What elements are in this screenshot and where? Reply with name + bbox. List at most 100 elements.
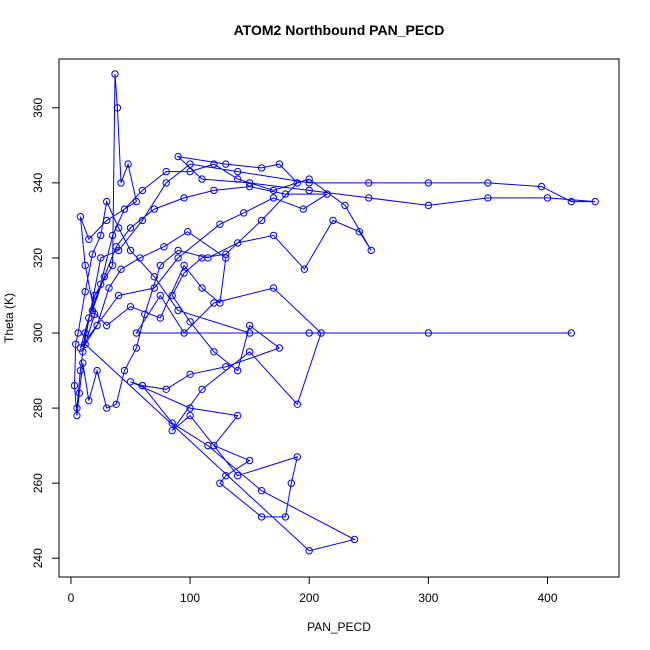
data-point <box>180 194 188 202</box>
y-tick-label: 260 <box>31 473 45 493</box>
data-point <box>180 261 188 270</box>
data-point <box>138 186 147 195</box>
series-line <box>73 73 596 552</box>
plot-frame <box>58 58 620 578</box>
data-point <box>424 329 433 337</box>
data-point <box>156 261 165 270</box>
data-point <box>198 284 206 292</box>
data-point <box>198 385 206 393</box>
data-point <box>234 175 242 183</box>
data-point <box>156 314 165 322</box>
data-point <box>138 216 147 225</box>
data-point <box>168 419 176 427</box>
data-point <box>350 535 359 544</box>
data-point <box>300 265 309 273</box>
data-point <box>76 213 85 221</box>
data-point <box>85 235 93 243</box>
data-point <box>162 167 170 176</box>
data-point <box>100 273 109 281</box>
data-point <box>222 250 230 258</box>
data-point <box>424 179 433 187</box>
data-point <box>73 404 81 412</box>
data-point <box>299 205 307 213</box>
data-point <box>186 411 194 420</box>
data-point <box>186 318 194 326</box>
data-point <box>198 175 206 183</box>
data-point <box>174 152 182 161</box>
data-point <box>81 340 89 348</box>
data-point <box>245 329 254 337</box>
data-point <box>367 246 375 255</box>
data-point <box>365 179 373 187</box>
data-point <box>103 216 111 225</box>
data-point <box>234 472 242 480</box>
data-point <box>281 190 290 198</box>
x-axis-label: PAN_PECD <box>307 620 371 634</box>
data-point <box>150 205 159 213</box>
data-point <box>186 160 194 168</box>
data-point <box>305 547 313 555</box>
data-point <box>484 194 492 202</box>
x-tick-label: 300 <box>418 591 438 605</box>
data-point <box>275 160 284 168</box>
data-point <box>79 359 87 367</box>
data-point <box>245 456 254 465</box>
data-point <box>108 231 117 240</box>
data-point <box>245 348 254 356</box>
data-point <box>81 329 89 337</box>
data-point <box>174 254 182 262</box>
y-tick-label: 300 <box>31 323 45 343</box>
data-point <box>150 284 159 292</box>
chart-title: ATOM2 Northbound PAN_PECD <box>234 22 445 38</box>
data-point <box>111 70 119 78</box>
x-tick-label: 0 <box>68 591 75 605</box>
data-point <box>85 396 93 405</box>
data-point <box>240 209 248 217</box>
data-point <box>210 186 218 195</box>
data-point <box>257 513 266 521</box>
data-point <box>91 310 99 318</box>
data-point <box>124 160 132 168</box>
data-point <box>281 513 290 521</box>
data-point <box>543 194 552 202</box>
data-point <box>70 381 79 390</box>
data-point <box>210 348 218 356</box>
data-point <box>245 321 254 330</box>
data-point <box>114 291 123 300</box>
data-point <box>355 228 363 236</box>
data-point <box>117 179 125 187</box>
data-point <box>141 310 149 318</box>
data-point <box>234 239 242 247</box>
data-point <box>216 299 224 307</box>
x-tick-label: 400 <box>537 591 557 605</box>
data-point <box>216 479 224 487</box>
data-point <box>160 243 168 251</box>
data-point <box>341 201 349 210</box>
data-point <box>150 273 159 281</box>
data-point <box>88 306 97 315</box>
y-tick-label: 240 <box>31 548 45 568</box>
data-point <box>222 363 230 371</box>
data-point <box>114 246 123 255</box>
data-point <box>287 479 295 487</box>
data-point <box>103 197 111 206</box>
y-axis-label: Theta (K) <box>2 293 16 343</box>
data-point <box>103 404 111 412</box>
data-point <box>74 329 82 337</box>
y-tick-label: 340 <box>31 173 45 193</box>
data-point <box>567 329 575 337</box>
data-point <box>93 366 101 375</box>
data-point <box>180 329 188 337</box>
data-point <box>234 167 242 176</box>
series-layer <box>70 70 599 555</box>
data-point <box>204 441 212 450</box>
data-point <box>97 254 105 262</box>
data-point <box>222 254 230 262</box>
data-point <box>484 179 492 187</box>
data-point <box>105 284 113 292</box>
data-point <box>567 197 575 206</box>
data-point <box>216 220 224 228</box>
y-axis: 240 260 280 300 320 340 360 <box>31 97 60 568</box>
data-point <box>126 224 135 232</box>
